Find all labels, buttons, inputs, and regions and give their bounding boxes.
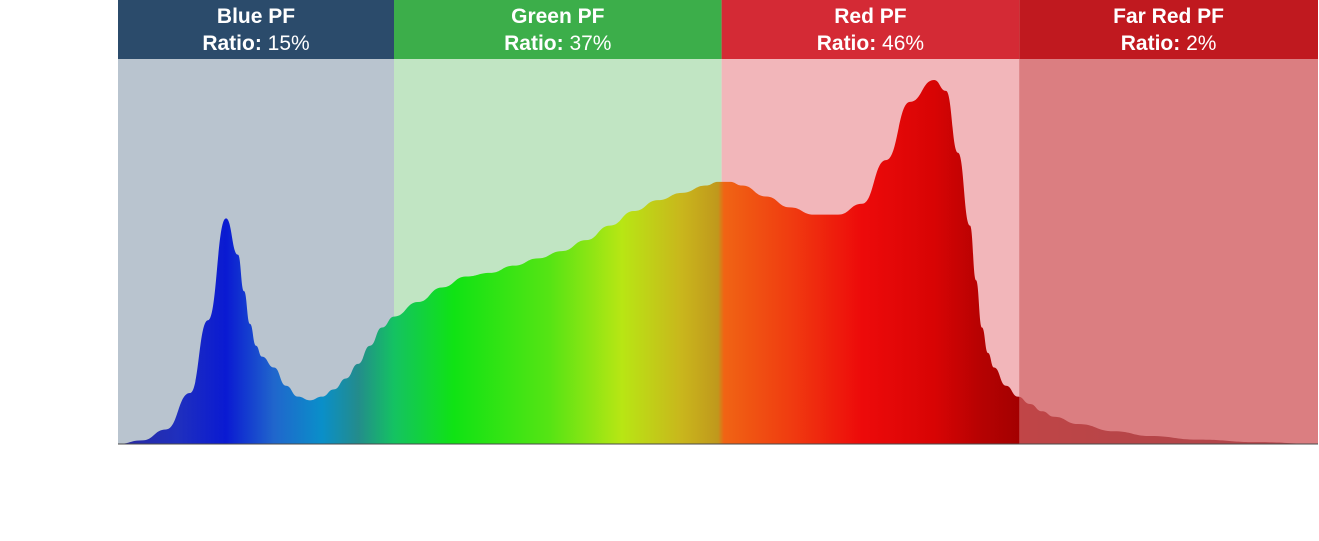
ratio-label: Ratio: [1121, 32, 1186, 55]
band-ratio-blue-pf: Ratio: 15% [202, 32, 309, 55]
spectrum-area [118, 80, 1318, 444]
band-header-red-pf [721, 0, 1020, 59]
ratio-value: 2% [1186, 32, 1216, 55]
band-header-green-pf [394, 0, 722, 59]
band-header-blue-pf [118, 0, 394, 59]
ratio-label: Ratio: [504, 32, 569, 55]
band-ratio-far-red-pf: Ratio: 2% [1121, 32, 1217, 55]
band-title-blue-pf: Blue PF [217, 5, 295, 28]
band-ratio-green-pf: Ratio: 37% [504, 32, 611, 55]
band-title-green-pf: Green PF [511, 5, 605, 28]
band-header-far-red-pf [1019, 0, 1318, 59]
ratio-label: Ratio: [817, 32, 882, 55]
ratio-value: 15% [268, 32, 310, 55]
ratio-label: Ratio: [202, 32, 267, 55]
ratio-value: 46% [882, 32, 924, 55]
band-overlays [1019, 59, 1318, 444]
band-title-far-red-pf: Far Red PF [1113, 5, 1224, 28]
ratio-value: 37% [569, 32, 611, 55]
band-headers: Blue PF Ratio: 15% Green PF Ratio: 37% Red P… [118, 0, 1318, 59]
band-ratio-red-pf: Ratio: 46% [817, 32, 924, 55]
band-tint-far-red-pf [1019, 59, 1318, 444]
band-title-red-pf: Red PF [834, 5, 907, 28]
